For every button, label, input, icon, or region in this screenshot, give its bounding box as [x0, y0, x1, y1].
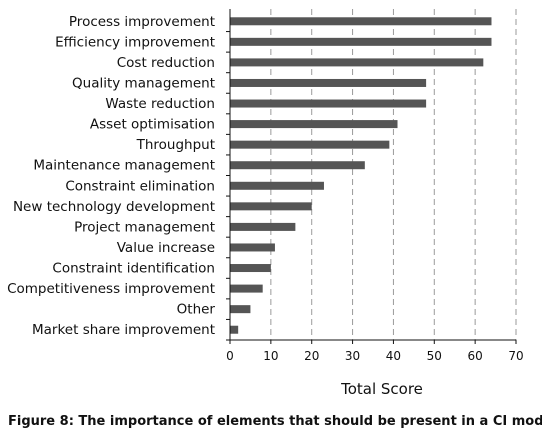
- category-label: Process improvement: [69, 14, 215, 30]
- chart: Process improvement Efficiency improvemen…: [7, 9, 524, 398]
- bar: [230, 161, 365, 170]
- category-label: Asset optimisation: [90, 117, 215, 133]
- category-label: Project management: [74, 219, 215, 235]
- bar: [230, 325, 239, 334]
- x-tick-labels: 0 10 20 30 40 50 60 70: [226, 349, 523, 363]
- category-label: Waste reduction: [105, 96, 215, 112]
- category-label: Efficiency improvement: [55, 34, 215, 50]
- x-tick-label: 20: [304, 349, 319, 363]
- bars: [230, 17, 492, 334]
- bar: [230, 140, 390, 149]
- bar: [230, 99, 427, 108]
- bar: [230, 202, 312, 211]
- x-tick-label: 50: [427, 349, 442, 363]
- category-label: Throughput: [136, 137, 215, 153]
- bar-chart: Process improvement Efficiency improvemen…: [7, 9, 524, 398]
- category-labels: Process improvement Efficiency improvemen…: [7, 14, 215, 338]
- bar: [230, 58, 484, 67]
- x-tick-label: 0: [226, 349, 234, 363]
- bar: [230, 78, 427, 87]
- bar: [230, 305, 251, 314]
- x-tick-label: 30: [345, 349, 360, 363]
- category-label: Constraint identification: [52, 261, 215, 277]
- x-tick-label: 70: [508, 349, 523, 363]
- x-tick-label: 40: [386, 349, 401, 363]
- category-label: Quality management: [72, 75, 215, 91]
- category-label: Competitiveness improvement: [7, 281, 215, 297]
- bar: [230, 181, 324, 190]
- bar: [230, 17, 492, 26]
- category-label: Value increase: [117, 240, 215, 256]
- x-tick-label: 60: [468, 349, 483, 363]
- category-label: Constraint elimination: [65, 178, 215, 194]
- figure-caption: Figure 8: The importance of elements tha…: [8, 414, 542, 429]
- category-label: New technology development: [13, 199, 215, 215]
- axes: [226, 9, 517, 344]
- bar: [230, 243, 275, 252]
- x-axis-title: Total Score: [340, 380, 423, 398]
- category-label: Maintenance management: [33, 158, 215, 174]
- bar: [230, 284, 263, 293]
- bar: [230, 120, 398, 129]
- category-label: Cost reduction: [117, 55, 215, 71]
- bar: [230, 222, 296, 231]
- category-label: Other: [177, 302, 216, 318]
- bar: [230, 37, 492, 46]
- x-tick-label: 10: [263, 349, 278, 363]
- category-label: Market share improvement: [32, 322, 215, 338]
- bar: [230, 264, 271, 273]
